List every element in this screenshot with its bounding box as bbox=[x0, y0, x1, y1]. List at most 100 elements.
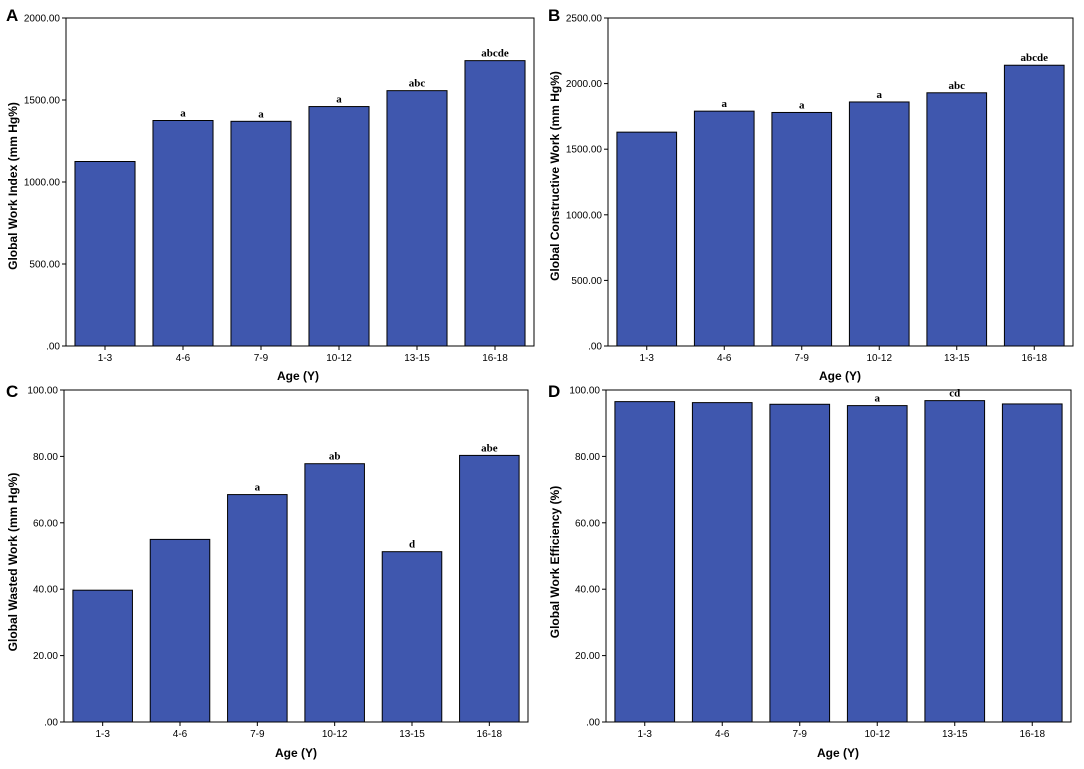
y-tick-label: 500.00 bbox=[571, 276, 602, 287]
significance-label: a bbox=[336, 94, 342, 106]
x-tick-label: 16-18 bbox=[482, 353, 508, 364]
bar bbox=[386, 90, 448, 347]
y-tick-label: 20.00 bbox=[33, 651, 58, 662]
x-tick-label: 4-6 bbox=[715, 729, 730, 740]
y-tick-label: .00 bbox=[588, 342, 602, 353]
significance-label: abe bbox=[481, 442, 498, 454]
x-tick-label: 4-6 bbox=[173, 729, 188, 740]
x-tick-label: 4-6 bbox=[717, 353, 732, 364]
bar bbox=[1003, 64, 1065, 347]
plot-area: .00 20.00 40.00 60.00 80.00 100.00 1-3 4-6 7-9 a 1… bbox=[27, 386, 529, 740]
significance-label: abc bbox=[409, 78, 426, 90]
x-tick-label: 10-12 bbox=[326, 353, 352, 364]
x-tick-label: 1-3 bbox=[95, 729, 110, 740]
x-axis-title: Age (Y) bbox=[817, 746, 859, 760]
bar bbox=[230, 120, 292, 347]
x-tick-label: 13-15 bbox=[399, 729, 425, 740]
bar bbox=[614, 401, 676, 723]
bar bbox=[691, 402, 753, 723]
x-tick-label: 7-9 bbox=[250, 729, 265, 740]
x-tick-label: 4-6 bbox=[176, 353, 191, 364]
bar bbox=[924, 400, 986, 723]
x-tick-label: 13-15 bbox=[944, 353, 970, 364]
bar bbox=[616, 131, 678, 347]
y-tick-label: .00 bbox=[46, 342, 60, 353]
x-axis-title: Age (Y) bbox=[819, 369, 861, 383]
panel-b: B .00 500.00 1000.00 1500.00 2000.00 2500.00 1… bbox=[548, 6, 1074, 383]
bar bbox=[769, 403, 831, 723]
bar bbox=[308, 106, 370, 347]
y-tick-label: 1000.00 bbox=[566, 210, 603, 221]
x-tick-label: 7-9 bbox=[793, 729, 808, 740]
significance-label: abcde bbox=[481, 48, 509, 60]
plot-frame bbox=[605, 389, 1072, 723]
significance-label: abc bbox=[949, 80, 966, 92]
significance-label: a bbox=[255, 482, 261, 494]
y-axis-title: Global Wasted Work (mm Hg%) bbox=[6, 473, 20, 652]
y-tick-label: 80.00 bbox=[33, 452, 58, 463]
x-tick-label: 10-12 bbox=[866, 353, 892, 364]
x-tick-label: 10-12 bbox=[864, 729, 890, 740]
x-tick-label: 7-9 bbox=[795, 353, 810, 364]
x-tick-label: 1-3 bbox=[638, 729, 653, 740]
significance-label: d bbox=[409, 539, 415, 551]
significance-label: a bbox=[877, 89, 883, 101]
significance-label: ab bbox=[329, 451, 341, 463]
bar bbox=[304, 463, 365, 723]
y-tick-label: 1000.00 bbox=[24, 178, 61, 189]
y-tick-label: 40.00 bbox=[33, 585, 58, 596]
bar bbox=[74, 161, 136, 347]
x-tick-label: 16-18 bbox=[1019, 729, 1045, 740]
x-tick-label: 16-18 bbox=[477, 729, 503, 740]
plot-area: .00 500.00 1000.00 1500.00 2000.00 1-3 4-6 a 7-9… bbox=[24, 14, 535, 364]
y-tick-label: 100.00 bbox=[27, 386, 58, 397]
bar bbox=[149, 538, 211, 723]
significance-label: a bbox=[799, 99, 805, 111]
y-tick-label: 20.00 bbox=[575, 651, 600, 662]
bar bbox=[771, 111, 833, 347]
bar bbox=[152, 120, 214, 347]
x-tick-label: 7-9 bbox=[254, 353, 269, 364]
bar bbox=[848, 101, 910, 347]
x-tick-label: 1-3 bbox=[98, 353, 113, 364]
panel-a: A .00 500.00 1000.00 1500.00 2000.00 1-3 4-6 a 7… bbox=[6, 6, 535, 383]
plot-frame bbox=[65, 17, 535, 347]
bar bbox=[846, 405, 908, 723]
significance-label: a bbox=[258, 108, 264, 120]
x-axis-title: Age (Y) bbox=[277, 369, 319, 383]
y-tick-label: 40.00 bbox=[575, 585, 600, 596]
panel-c: C .00 20.00 40.00 60.00 80.00 100.00 1-3 4-6 7-9… bbox=[6, 382, 529, 760]
bar bbox=[926, 92, 988, 347]
y-tick-label: 1500.00 bbox=[566, 145, 603, 156]
panel-letter: D bbox=[548, 382, 560, 401]
x-tick-label: 10-12 bbox=[322, 729, 348, 740]
significance-label: a bbox=[180, 108, 186, 120]
y-tick-label: 2000.00 bbox=[566, 79, 603, 90]
y-tick-label: 60.00 bbox=[575, 518, 600, 529]
y-tick-label: .00 bbox=[586, 718, 600, 729]
significance-label: a bbox=[875, 393, 881, 405]
panel-letter: A bbox=[6, 6, 18, 25]
plot-frame bbox=[63, 389, 529, 723]
y-tick-label: 500.00 bbox=[29, 260, 60, 271]
x-tick-label: 1-3 bbox=[640, 353, 655, 364]
y-tick-label: 100.00 bbox=[569, 386, 600, 397]
y-axis-title: Global Work Efficiency (%) bbox=[548, 486, 562, 638]
y-tick-label: 1500.00 bbox=[24, 96, 61, 107]
bar bbox=[459, 454, 520, 723]
significance-label: a bbox=[722, 98, 728, 110]
y-axis-title: Global Constructive Work (mm Hg%) bbox=[548, 71, 562, 281]
plot-area: .00 500.00 1000.00 1500.00 2000.00 2500.00 1-3… bbox=[566, 14, 1074, 364]
bar bbox=[1001, 403, 1063, 723]
significance-label: abcde bbox=[1021, 52, 1049, 64]
bar bbox=[72, 589, 133, 723]
panel-d: D .00 20.00 40.00 60.00 80.00 100.00 1-3 4-6 7-9… bbox=[548, 382, 1072, 760]
bar bbox=[381, 551, 443, 723]
y-tick-label: 80.00 bbox=[575, 452, 600, 463]
plot-area: .00 20.00 40.00 60.00 80.00 100.00 1-3 4-6 7-9 10… bbox=[569, 386, 1072, 740]
x-tick-label: 13-15 bbox=[942, 729, 968, 740]
bar bbox=[227, 494, 288, 723]
x-tick-label: 16-18 bbox=[1021, 353, 1047, 364]
y-tick-label: 2000.00 bbox=[24, 14, 61, 25]
